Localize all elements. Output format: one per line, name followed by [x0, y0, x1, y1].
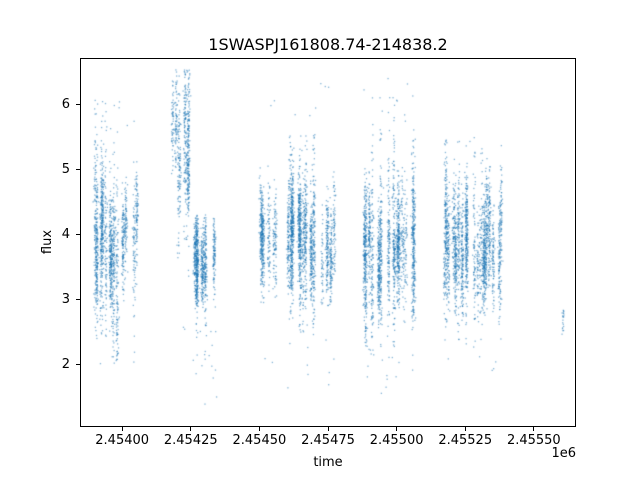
- plot-area: [80, 58, 576, 427]
- x-axis-label: time: [313, 455, 343, 470]
- y-tick-label: 3: [61, 291, 70, 307]
- x-tick-mark: [533, 427, 535, 431]
- y-tick-label: 4: [61, 226, 70, 242]
- x-tick-mark: [121, 427, 123, 431]
- y-tick-mark: [76, 363, 80, 365]
- y-tick-mark: [76, 103, 80, 105]
- x-tick-label: 2.45425: [163, 433, 218, 448]
- y-tick-label: 5: [61, 161, 70, 177]
- y-tick-mark: [76, 298, 80, 300]
- x-tick-mark: [327, 427, 329, 431]
- y-tick-label: 6: [61, 96, 70, 112]
- x-tick-mark: [464, 427, 466, 431]
- y-tick-mark: [76, 233, 80, 235]
- x-tick-label: 2.45500: [369, 433, 424, 448]
- x-tick-label: 2.45475: [301, 433, 355, 448]
- x-tick-label: 2.45550: [506, 433, 561, 448]
- x-tick-mark: [190, 427, 192, 431]
- x-tick-label: 2.45525: [438, 433, 493, 448]
- x-tick-mark: [396, 427, 398, 431]
- chart-title: 1SWASPJ161808.74-214838.2: [208, 35, 448, 54]
- y-tick-label: 2: [61, 356, 70, 372]
- x-axis-offset-label: 1e6: [551, 446, 576, 461]
- x-tick-mark: [258, 427, 260, 431]
- y-tick-mark: [76, 168, 80, 170]
- scatter-canvas: [81, 59, 575, 426]
- x-tick-label: 2.45450: [232, 433, 287, 448]
- x-tick-label: 2.45400: [95, 433, 150, 448]
